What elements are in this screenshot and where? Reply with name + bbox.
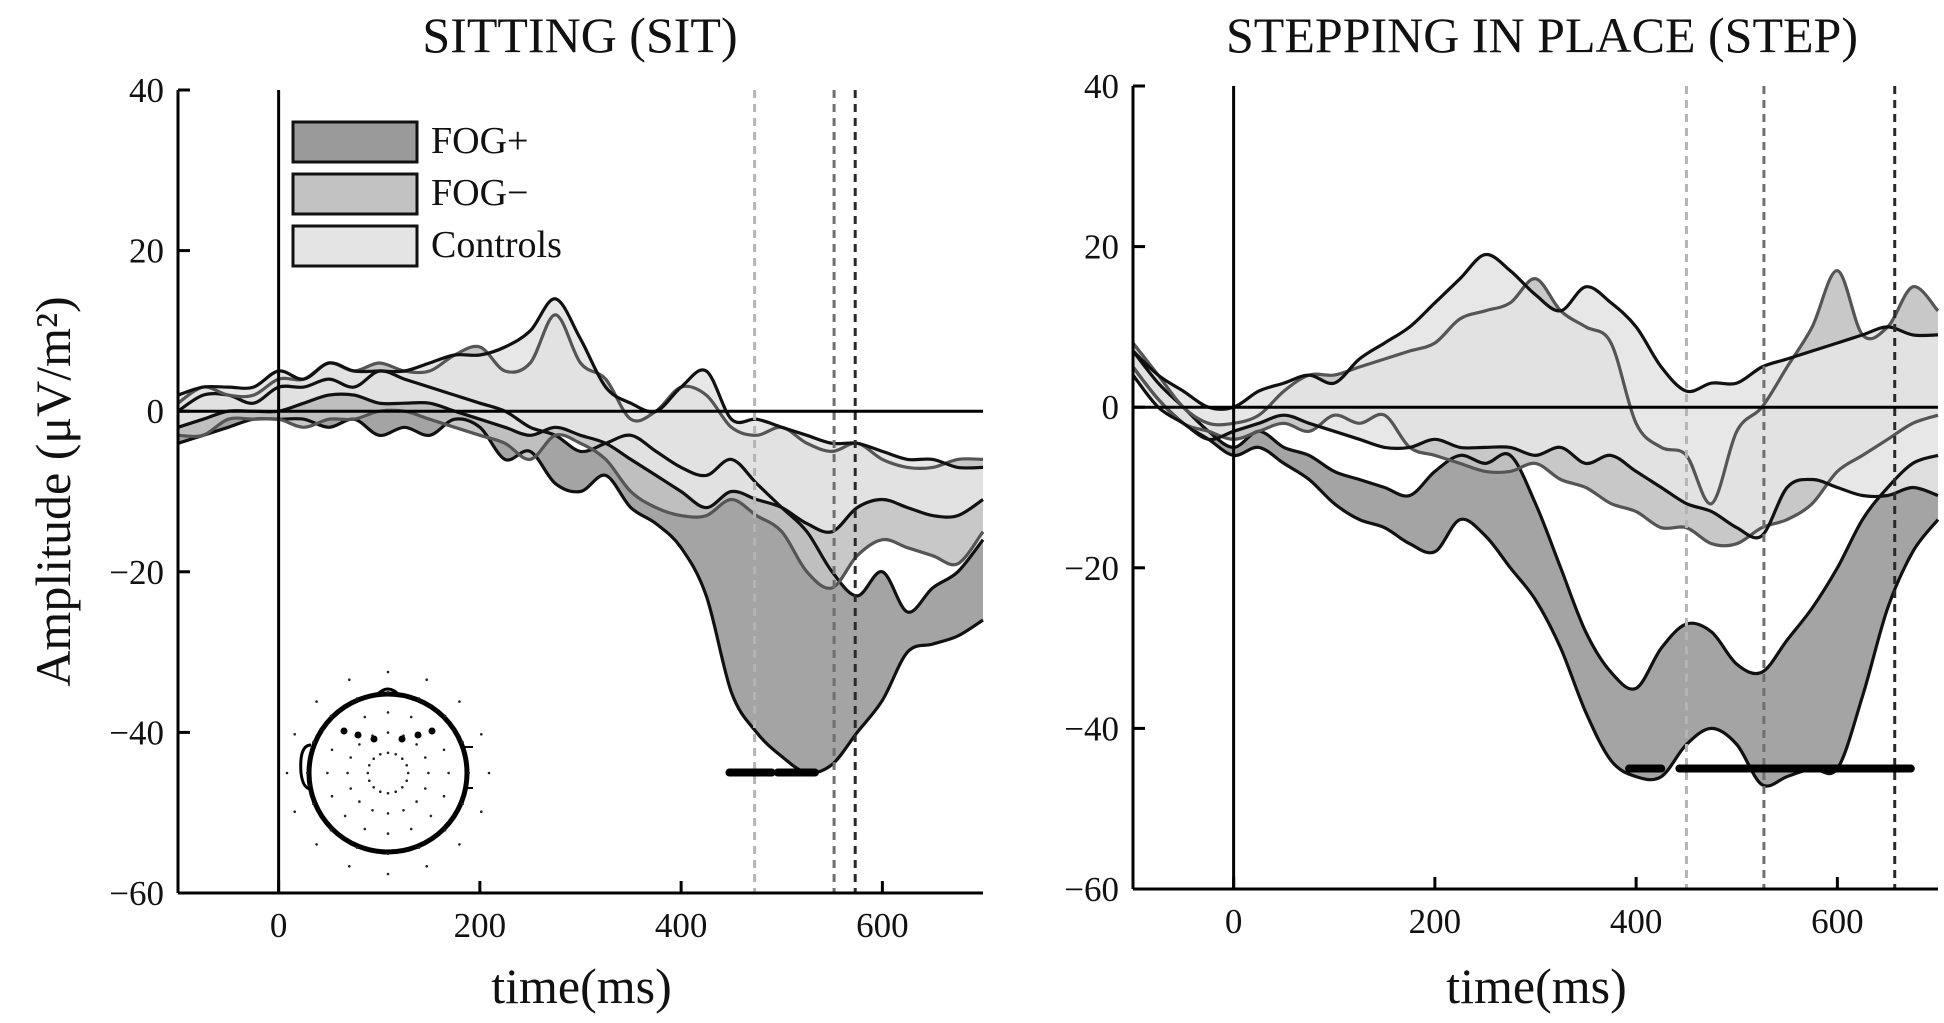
y-tick-label: 40 [129,71,164,110]
x-tick-label: 400 [655,906,708,945]
x-tick-label: 600 [1811,902,1864,941]
electrode-marker [340,727,348,735]
band-fog-plus [1133,351,1938,787]
y-tick-label: −60 [1064,870,1119,909]
legend-label: FOG+ [431,120,528,162]
y-tick-label: 0 [147,392,165,431]
x-tick-label: 400 [1610,902,1663,941]
y-tick-label: 20 [129,232,164,271]
band-edge-lower [177,417,984,775]
legend-swatch [291,120,419,164]
band-edge-upper [177,369,985,614]
chart-title: STEPPING IN PLACE (STEP) [1226,7,1858,63]
electrode-marker [354,731,362,739]
y-tick-label: 0 [1102,388,1120,427]
chart-title: SITTING (SIT) [422,7,737,63]
x-tick-label: 600 [856,906,909,945]
electrode-marker [428,727,436,735]
electrode-marker [370,735,378,743]
y-tick-label: 40 [1084,67,1119,106]
electrode-marker [414,731,422,739]
band-fog-plus [178,370,983,773]
band-edge-upper [1131,252,1939,411]
y-tick-label: −20 [1064,549,1119,588]
band-controls [1133,254,1938,538]
band-edge-upper [177,297,984,470]
scalp-map-icon [285,670,491,876]
legend-swatch [291,172,419,216]
y-axis-label: Amplitude (μV/m²) [25,296,81,686]
band-edge-lower [177,392,984,534]
band-edge-lower [177,408,985,590]
x-tick-label: 200 [1409,902,1462,941]
x-tick-label: 0 [270,906,288,945]
band-controls [178,298,983,533]
legend-swatch [291,224,419,268]
x-axis-label: time(ms) [491,958,672,1014]
y-tick-label: −60 [109,874,164,913]
legend-label: FOG− [431,172,528,214]
electrode-marker [398,735,406,743]
band-edge-lower [1131,366,1939,548]
x-tick-label: 200 [454,906,507,945]
y-tick-label: 20 [1084,228,1119,267]
x-tick-label: 0 [1225,902,1243,941]
band-edge-lower [1131,374,1939,540]
band-edge-upper [1131,350,1939,691]
legend-label: Controls [431,224,562,266]
y-tick-label: −20 [109,553,164,592]
y-tick-label: −40 [1064,709,1119,748]
x-axis-label: time(ms) [1446,958,1627,1014]
y-tick-label: −40 [109,713,164,752]
